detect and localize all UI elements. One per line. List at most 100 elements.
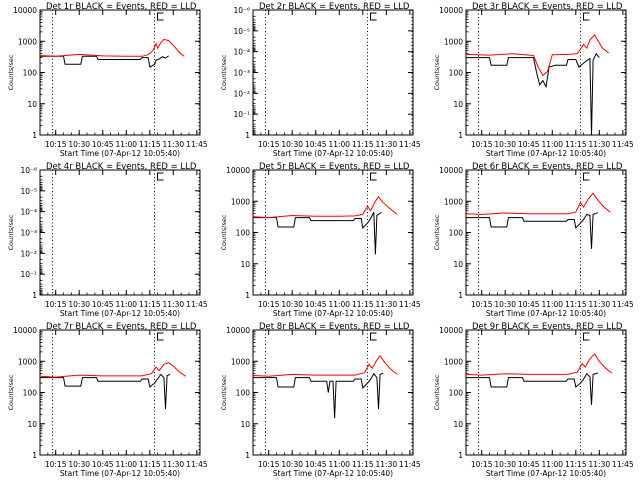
panel-3-xtick-label: 11:45 xyxy=(612,140,634,149)
panel-7-xtick-label: 11:45 xyxy=(186,460,208,469)
panel-8-title: Det 8r BLACK = Events, RED = LLD xyxy=(259,322,410,332)
panel-6-xtick-label: 10:30 xyxy=(494,300,516,309)
panel-9-xlabel: Start Time (07-Apr-12 10:05:40) xyxy=(486,469,606,478)
panel-4-xtick-label: 10:15 xyxy=(45,300,67,309)
panel-8-ytick-label: 1 xyxy=(245,451,250,460)
panel-3-ylabel: Counts/sec xyxy=(433,54,441,90)
panel-1-title: Det 1r BLACK = Events, RED = LLD xyxy=(46,2,197,12)
panel-9-xtick-label: 10:45 xyxy=(518,460,540,469)
panel-9-xtick-label: 10:30 xyxy=(494,460,516,469)
panel-5-ytick-label: 10 xyxy=(240,260,250,269)
panel-5-ytick-label: 1 xyxy=(245,291,250,300)
panel-9-xtick-label: 11:30 xyxy=(589,460,611,469)
panel-1-xlabel: Start Time (07-Apr-12 10:05:40) xyxy=(60,149,180,158)
panel-5-xtick-label: 10:15 xyxy=(258,300,280,309)
panel-1-lld-series xyxy=(39,38,185,57)
panel-4-frame xyxy=(39,169,201,296)
panel-4-xtick-label: 11:30 xyxy=(163,300,185,309)
panel-9-attenuator-mark xyxy=(583,332,590,341)
panel-8-ytick-label: 10 xyxy=(240,420,250,429)
panel-3-xtick-label: 10:30 xyxy=(494,140,516,149)
panel-6-title: Det 6r BLACK = Events, RED = LLD xyxy=(472,162,623,172)
panel-6-xtick-label: 10:15 xyxy=(471,300,493,309)
panel-7-xtick-label: 10:30 xyxy=(68,460,90,469)
panel-3-xlabel: Start Time (07-Apr-12 10:05:40) xyxy=(486,149,606,158)
panel-1-ytick-label: 10 xyxy=(27,100,37,109)
panel-2-ytick-label: 10⁻⁶ xyxy=(233,6,250,15)
panel-2-ytick-label: 10⁻⁴ xyxy=(233,48,250,57)
panel-2-xtick-label: 10:30 xyxy=(281,140,303,149)
panel-8-ytick-label: 100 xyxy=(236,389,251,398)
panel-6-xtick-label: 10:45 xyxy=(518,300,540,309)
panel-1-ytick-label: 1 xyxy=(32,131,37,140)
panel-2-xtick-label: 10:15 xyxy=(258,140,280,149)
panel-9-ytick-label: 1000 xyxy=(444,357,463,366)
panel-3-xtick-label: 10:15 xyxy=(471,140,493,149)
panel-2-ytick-label: 10⁻³ xyxy=(233,69,250,78)
panel-3-ytick-label: 1 xyxy=(458,131,463,140)
panel-6-ytick-label: 10 xyxy=(453,260,463,269)
panel-6-xlabel: Start Time (07-Apr-12 10:05:40) xyxy=(486,309,606,318)
panel-9-ytick-label: 100 xyxy=(449,389,464,398)
panel-3-ytick-label: 10 xyxy=(453,100,463,109)
panel-5-xtick-label: 10:45 xyxy=(305,300,327,309)
panel-9-ylabel: Counts/sec xyxy=(433,374,441,410)
panel-2-xtick-label: 11:45 xyxy=(399,140,421,149)
panel-8-ytick-label: 10000 xyxy=(226,326,250,335)
panel-4-xtick-label: 11:45 xyxy=(186,300,208,309)
panel-4-xtick-label: 11:00 xyxy=(115,300,137,309)
panel-4-ytick-label: 10⁻² xyxy=(20,249,37,258)
panel-9-ytick-label: 10 xyxy=(453,420,463,429)
panel-2-ytick-label: 1 xyxy=(245,131,250,140)
panel-3-title: Det 3r BLACK = Events, RED = LLD xyxy=(472,2,623,12)
panel-4-ytick-label: 10⁻⁵ xyxy=(20,187,37,196)
panel-8-attenuator-mark xyxy=(370,332,377,341)
panel-7-ytick-label: 1 xyxy=(32,451,37,460)
panel-6-xtick-label: 11:45 xyxy=(612,300,634,309)
panel-7-xlabel: Start Time (07-Apr-12 10:05:40) xyxy=(60,469,180,478)
panel-6-ytick-label: 1 xyxy=(458,291,463,300)
panel-4-ytick-label: 10⁻⁴ xyxy=(20,208,37,217)
panel-1-events-series xyxy=(40,55,169,68)
panel-2-ylabel: Counts/sec xyxy=(220,54,228,90)
panel-6-ylabel: Counts/sec xyxy=(433,214,441,250)
panel-9-xtick-label: 11:45 xyxy=(612,460,634,469)
panel-3-xtick-label: 10:45 xyxy=(518,140,540,149)
panel-4-xtick-label: 10:30 xyxy=(68,300,90,309)
panel-9-xtick-label: 11:15 xyxy=(565,460,587,469)
panel-1-ylabel: Counts/sec xyxy=(7,54,15,90)
panel-8-xtick-label: 10:15 xyxy=(258,460,280,469)
panel-5-xtick-label: 11:30 xyxy=(376,300,398,309)
panel-1-ytick-label: 100 xyxy=(23,69,38,78)
panel-5-ytick-label: 10000 xyxy=(226,166,250,175)
panel-2-title: Det 2r BLACK = Events, RED = LLD xyxy=(259,2,410,12)
panel-7-attenuator-mark xyxy=(157,332,164,341)
panel-5-events-series xyxy=(253,211,382,255)
panel-8-xlabel: Start Time (07-Apr-12 10:05:40) xyxy=(273,469,393,478)
panel-6-attenuator-mark xyxy=(583,172,590,181)
panel-8-xtick-label: 11:15 xyxy=(352,460,374,469)
panel-8-ylabel: Counts/sec xyxy=(220,374,228,410)
panel-2-ytick-label: 10⁻⁵ xyxy=(233,27,250,36)
panel-9-xtick-label: 10:15 xyxy=(471,460,493,469)
panel-6-ytick-label: 100 xyxy=(449,229,464,238)
panel-5-xtick-label: 10:30 xyxy=(281,300,303,309)
panel-1-xtick-label: 11:00 xyxy=(115,140,137,149)
panel-3-xtick-label: 11:15 xyxy=(565,140,587,149)
panel-3-xtick-label: 11:00 xyxy=(541,140,563,149)
panel-2-xtick-label: 11:00 xyxy=(328,140,350,149)
panel-1-xtick-label: 11:30 xyxy=(163,140,185,149)
panel-5-ytick-label: 1000 xyxy=(231,197,250,206)
panel-4-xtick-label: 10:45 xyxy=(92,300,114,309)
panel-8-xtick-label: 10:30 xyxy=(281,460,303,469)
panel-7-lld-series xyxy=(39,362,187,378)
panel-5-title: Det 5r BLACK = Events, RED = LLD xyxy=(259,162,410,172)
panel-7-ytick-label: 10 xyxy=(27,420,37,429)
panel-7-frame xyxy=(39,329,201,456)
panel-2-xtick-label: 10:45 xyxy=(305,140,327,149)
panel-4-attenuator-mark xyxy=(157,172,164,181)
panel-6-ytick-label: 10000 xyxy=(439,166,463,175)
panel-9-events-series xyxy=(466,372,598,405)
panel-8-xtick-label: 10:45 xyxy=(305,460,327,469)
